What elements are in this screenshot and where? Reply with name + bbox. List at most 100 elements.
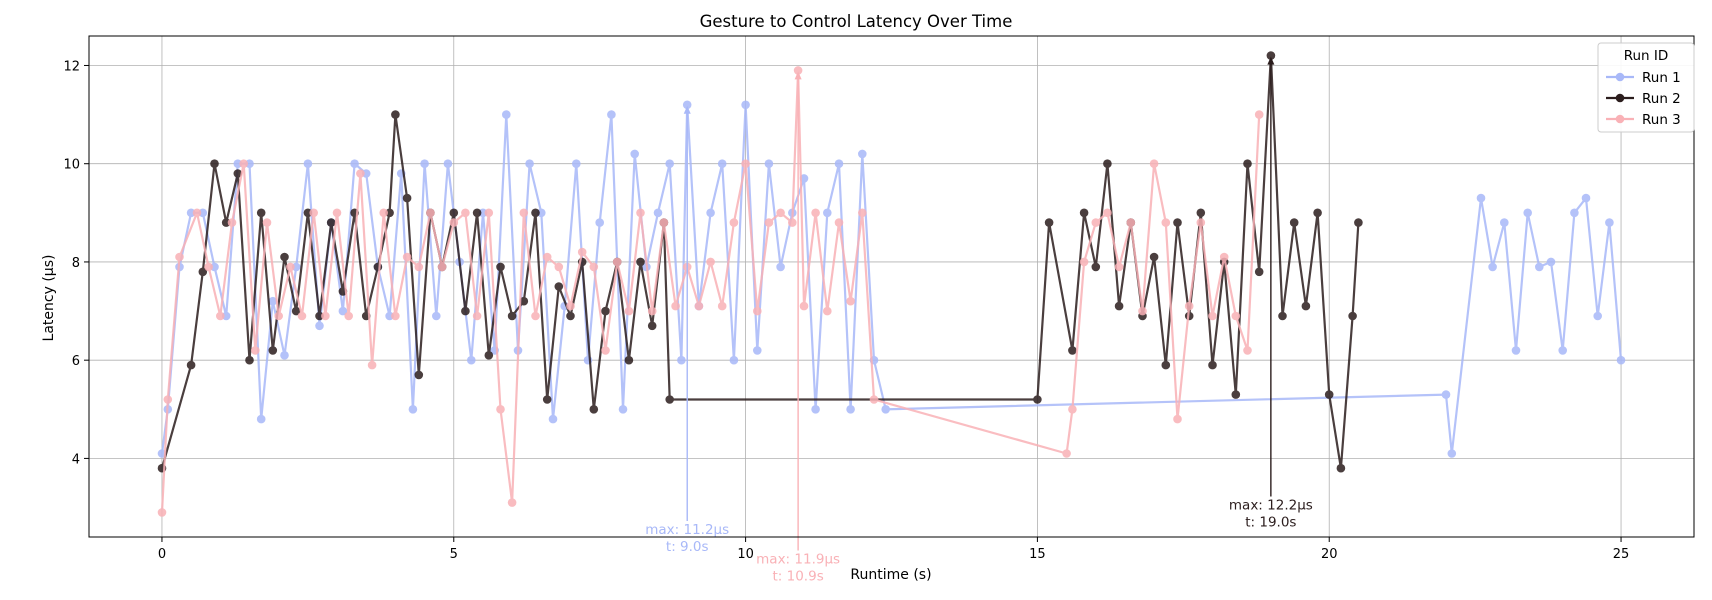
data-point-run-3 <box>216 311 225 321</box>
annotation-time-label: t: 10.9s <box>773 568 824 584</box>
data-point-run-3 <box>1068 405 1077 414</box>
data-point-run-1 <box>408 405 418 414</box>
data-point-run-3 <box>1231 311 1241 321</box>
legend-swatch-marker <box>1615 93 1625 103</box>
data-point-run-2 <box>461 306 470 316</box>
data-point-run-3 <box>251 346 260 355</box>
data-point-run-1 <box>607 110 616 119</box>
data-point-run-1 <box>717 159 727 168</box>
data-point-run-1 <box>1570 208 1579 218</box>
data-point-run-2 <box>601 306 610 316</box>
data-point-run-2 <box>1033 395 1042 404</box>
data-point-run-3 <box>601 346 610 355</box>
data-point-run-3 <box>624 306 634 316</box>
data-point-run-3 <box>554 262 564 272</box>
data-point-run-3 <box>1114 262 1124 272</box>
data-point-run-3 <box>274 311 284 321</box>
data-point-run-3 <box>799 301 809 311</box>
data-point-run-1 <box>572 159 581 168</box>
data-point-run-1 <box>467 355 476 365</box>
x-axis-label: Runtime (s) <box>850 567 931 583</box>
data-point-run-2 <box>531 208 540 218</box>
data-point-run-2 <box>315 311 324 321</box>
data-point-run-1 <box>1593 311 1602 321</box>
data-point-run-2 <box>1161 360 1171 370</box>
data-point-run-1 <box>682 100 692 110</box>
data-point-run-3 <box>776 208 785 218</box>
data-point-run-1 <box>210 262 219 272</box>
data-point-run-3 <box>175 252 184 262</box>
data-point-run-2 <box>385 208 394 218</box>
data-point-run-3 <box>426 208 435 218</box>
data-point-run-1 <box>256 414 266 424</box>
data-point-run-1 <box>753 346 762 355</box>
data-point-run-3 <box>321 311 330 321</box>
data-point-run-3 <box>846 296 855 306</box>
data-point-run-3 <box>647 306 657 316</box>
data-point-run-2 <box>636 257 645 267</box>
data-point-run-1 <box>420 159 429 168</box>
data-point-run-3 <box>764 218 774 227</box>
data-point-run-1 <box>350 159 359 168</box>
data-point-run-3 <box>402 252 412 262</box>
data-point-run-3 <box>694 301 704 311</box>
x-tick-label: 10 <box>737 547 754 562</box>
data-point-run-3 <box>379 208 389 218</box>
data-point-run-3 <box>636 208 645 218</box>
data-point-run-2 <box>1354 218 1363 227</box>
data-point-run-2 <box>210 159 219 168</box>
data-point-run-3 <box>391 311 400 321</box>
data-point-run-3 <box>788 218 797 227</box>
data-point-run-2 <box>291 306 301 316</box>
data-point-run-3 <box>472 311 482 321</box>
data-point-run-1 <box>1447 449 1457 458</box>
data-point-run-3 <box>309 208 319 218</box>
data-point-run-2 <box>1068 346 1077 355</box>
data-point-run-2 <box>1301 301 1311 311</box>
axis-ticks: 0 5 10 15 20 25 4 6 8 10 12 <box>63 59 1629 562</box>
y-tick-label: 10 <box>63 158 80 173</box>
data-point-run-2 <box>245 355 254 365</box>
data-point-run-2 <box>1103 159 1112 168</box>
data-point-run-1 <box>741 100 750 110</box>
data-point-run-1 <box>729 355 739 365</box>
data-point-run-1 <box>1511 346 1521 355</box>
legend-label: Run 1 <box>1642 70 1681 86</box>
data-point-run-1 <box>1605 218 1614 227</box>
data-point-run-2 <box>507 311 517 321</box>
data-point-run-3 <box>262 218 272 227</box>
x-tick-label: 20 <box>1321 547 1338 562</box>
plot-frame <box>88 35 1695 538</box>
data-point-run-3 <box>484 208 494 218</box>
data-point-run-1 <box>268 296 278 306</box>
data-point-run-3 <box>1138 306 1147 316</box>
data-point-run-3 <box>1173 414 1182 424</box>
data-point-run-3 <box>834 218 844 227</box>
data-point-run-1 <box>618 405 628 414</box>
data-point-run-3 <box>869 395 879 404</box>
data-point-run-3 <box>1196 218 1206 227</box>
data-point-run-3 <box>823 306 832 316</box>
data-point-run-2 <box>647 321 657 331</box>
data-point-run-1 <box>1558 346 1567 355</box>
data-point-run-3 <box>659 218 669 227</box>
data-point-run-3 <box>1219 252 1229 262</box>
data-point-run-2 <box>326 218 336 227</box>
data-point-run-3 <box>612 257 622 267</box>
data-point-run-2 <box>1114 301 1124 311</box>
data-point-run-2 <box>665 395 674 404</box>
data-point-run-2 <box>1044 218 1054 227</box>
data-point-run-1 <box>1500 218 1509 227</box>
data-point-run-1 <box>677 355 686 365</box>
data-point-run-2 <box>1278 311 1287 321</box>
annotation-max-label: max: 11.9µs <box>756 551 840 567</box>
legend-entries: Run 1 Run 2 Run 3 <box>1606 70 1681 128</box>
data-point-run-2 <box>256 208 266 218</box>
data-point-run-2 <box>414 370 424 380</box>
data-point-run-2 <box>1324 390 1334 399</box>
data-point-run-1 <box>525 159 534 168</box>
data-point-run-2 <box>198 267 208 277</box>
